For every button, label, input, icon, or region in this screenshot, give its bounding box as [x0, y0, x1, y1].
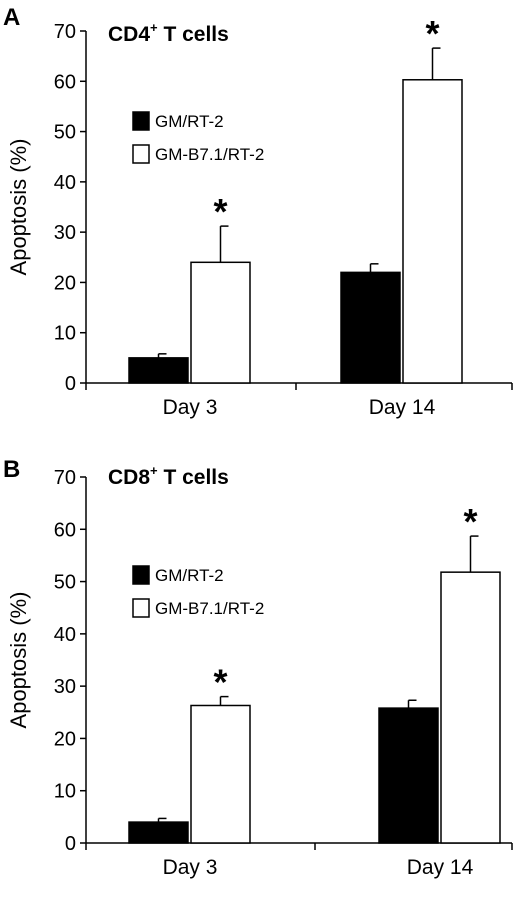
y-tick-label: 10 — [54, 323, 76, 345]
y-tick-label: 20 — [54, 728, 76, 750]
legend-swatch — [132, 111, 150, 131]
y-tick-label: 50 — [54, 572, 76, 594]
panel-title: CD4+ T cells — [108, 20, 229, 46]
legend-swatch — [132, 144, 150, 164]
x-category-label: Day 3 — [163, 856, 218, 879]
y-tick-label: 30 — [54, 676, 76, 698]
bar — [340, 271, 401, 384]
bar — [440, 571, 501, 844]
panel-title-rest: T cells — [158, 23, 229, 46]
y-tick-label: 60 — [54, 519, 76, 541]
panel-title-sup: + — [150, 20, 158, 35]
panel-title: CD8+ T cells — [108, 463, 229, 489]
bar — [378, 707, 439, 844]
legend-label: GM/RT-2 — [155, 566, 224, 585]
panel-title-rest: T cells — [158, 466, 229, 489]
y-axis-title: Apoptosis (%) — [6, 592, 31, 729]
panel-letter: A — [3, 4, 20, 31]
panel-title-sup: + — [150, 463, 158, 478]
bar — [128, 821, 189, 844]
y-tick-label: 0 — [65, 833, 76, 855]
bar — [190, 704, 251, 844]
legend-label: GM/RT-2 — [155, 112, 224, 131]
significance-marker: * — [213, 662, 227, 703]
x-category-label: Day 3 — [163, 396, 218, 419]
x-category-label: Day 14 — [369, 396, 436, 419]
legend-label: GM-B7.1/RT-2 — [155, 145, 264, 164]
panel-letter: B — [3, 456, 20, 483]
panel-title-main: CD4 — [108, 23, 150, 46]
y-tick-label: 40 — [54, 172, 76, 194]
y-tick-label: 70 — [54, 467, 76, 489]
legend-swatch — [132, 565, 150, 585]
panel-title-main: CD8 — [108, 466, 150, 489]
y-tick-label: 0 — [65, 373, 76, 395]
significance-marker: * — [425, 13, 439, 54]
significance-marker: * — [463, 501, 477, 542]
x-category-label: Day 14 — [407, 856, 474, 879]
panel-b: B CD8+ T cells 0 10 20 30 40 50 60 70 Apoptosis (%… — [3, 456, 513, 879]
legend-swatch — [132, 598, 150, 618]
y-axis-title: Apoptosis (%) — [6, 139, 31, 276]
y-tick-label: 50 — [54, 122, 76, 144]
y-tick-label: 60 — [54, 71, 76, 93]
bar — [190, 261, 251, 384]
y-tick-label: 40 — [54, 624, 76, 646]
y-tick-label: 30 — [54, 222, 76, 244]
bar — [128, 357, 189, 384]
y-tick-label: 10 — [54, 781, 76, 803]
y-tick-label: 20 — [54, 272, 76, 294]
bar — [402, 79, 463, 384]
legend-label: GM-B7.1/RT-2 — [155, 599, 264, 618]
significance-marker: * — [213, 191, 227, 232]
panel-a: A CD4+ T cells 0 10 20 30 40 50 60 70 Apoptosis (%… — [3, 4, 513, 419]
y-tick-label: 70 — [54, 21, 76, 43]
